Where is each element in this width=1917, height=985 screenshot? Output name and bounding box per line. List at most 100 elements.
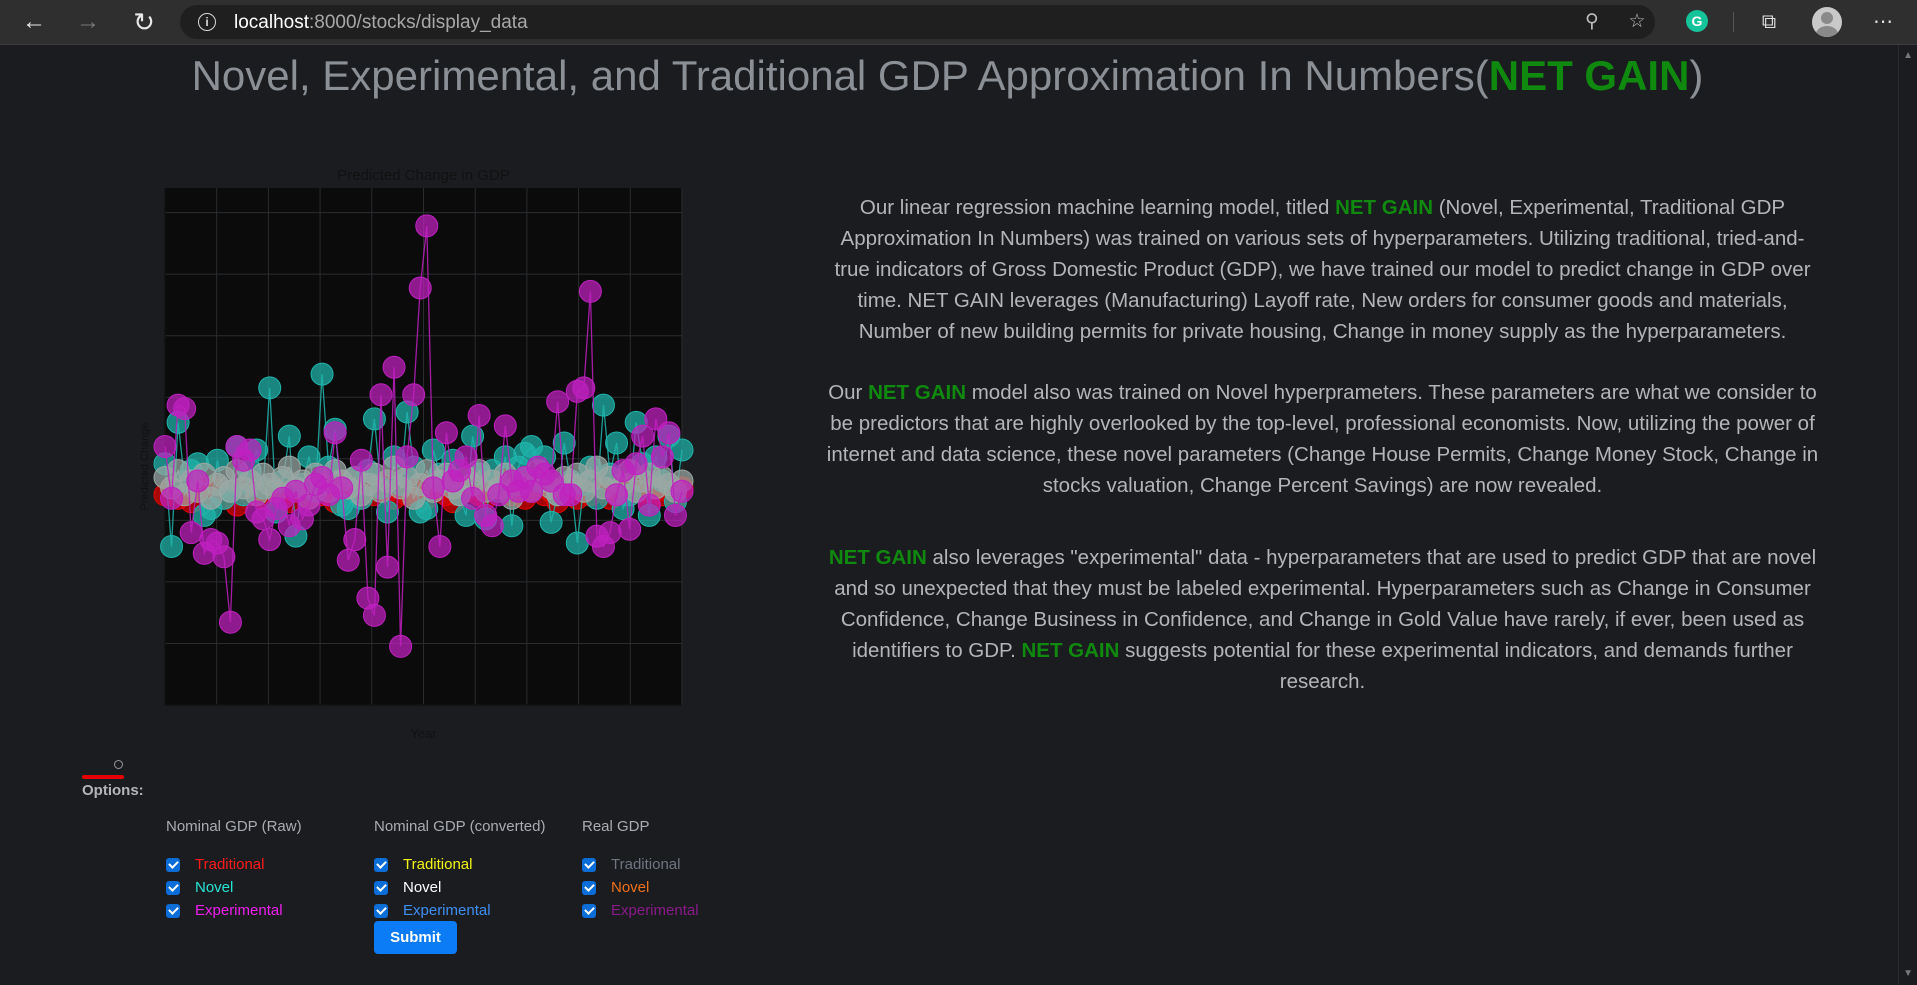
checkbox-checked-icon[interactable] bbox=[166, 880, 180, 895]
option-row[interactable]: Novel bbox=[374, 876, 545, 899]
option-row[interactable]: Traditional bbox=[374, 853, 545, 876]
data-point bbox=[297, 493, 321, 517]
p3-brand-1: NET GAIN bbox=[828, 546, 927, 569]
data-point bbox=[421, 476, 445, 500]
address-bar[interactable]: i localhost:8000/stocks/display_data ⚲ ☆ bbox=[180, 5, 1655, 39]
option-row[interactable]: Novel bbox=[582, 876, 699, 899]
checkbox-checked-icon[interactable] bbox=[582, 880, 596, 895]
legend-swatch bbox=[82, 758, 124, 780]
checkbox-checked-icon[interactable] bbox=[374, 903, 388, 918]
data-point bbox=[572, 376, 596, 400]
option-label[interactable]: Novel bbox=[403, 879, 442, 896]
checkbox-checked-icon[interactable] bbox=[166, 857, 180, 872]
p1-brand: NET GAIN bbox=[1335, 196, 1434, 219]
data-point bbox=[179, 521, 203, 545]
zoom-icon[interactable]: ⚲ bbox=[1585, 11, 1599, 32]
toolbar-divider bbox=[1733, 12, 1734, 32]
option-label[interactable]: Experimental bbox=[195, 902, 283, 919]
option-row[interactable]: Novel bbox=[166, 876, 302, 899]
data-point bbox=[454, 445, 478, 469]
data-point bbox=[389, 634, 413, 658]
p1-text-b: (Novel, Experimental, Traditional GDP Ap… bbox=[834, 196, 1811, 343]
scroll-up-icon[interactable]: ▲ bbox=[1903, 50, 1913, 61]
data-point bbox=[539, 510, 563, 534]
data-point bbox=[343, 528, 367, 552]
p2-text-a: Our bbox=[828, 381, 869, 404]
grammarly-extension-icon[interactable]: G bbox=[1686, 10, 1708, 32]
data-point bbox=[461, 486, 485, 510]
checkbox-checked-icon[interactable] bbox=[374, 880, 388, 895]
profile-avatar-icon[interactable] bbox=[1812, 7, 1842, 37]
gdp-chart: Predicted Change in GDP Year Predicted Cha… bbox=[95, 160, 695, 741]
site-info-icon[interactable]: i bbox=[198, 13, 216, 31]
data-point bbox=[369, 383, 393, 407]
p3-text-b: suggests potential for these experimenta… bbox=[1119, 639, 1793, 693]
reload-icon[interactable]: ↻ bbox=[133, 7, 155, 37]
title-prefix: Novel, Experimental, and Traditional GDP… bbox=[191, 52, 1489, 99]
url-path: :8000/stocks/display_data bbox=[309, 12, 528, 33]
data-point bbox=[650, 445, 674, 469]
browser-toolbar: ← → ↻ i localhost:8000/stocks/display_da… bbox=[0, 0, 1917, 45]
option-group-title: Real GDP bbox=[582, 818, 650, 835]
p1-text-a: Our linear regression machine learning m… bbox=[859, 196, 1336, 219]
page-title: Novel, Experimental, and Traditional GDP… bbox=[0, 52, 1895, 100]
data-point bbox=[160, 486, 184, 510]
data-point bbox=[376, 500, 400, 524]
data-point bbox=[578, 279, 602, 303]
option-group-1: Nominal GDP (converted) Traditional Novel E… bbox=[374, 818, 545, 922]
model-description: Our linear regression machine learning m… bbox=[825, 192, 1820, 697]
legend-line bbox=[82, 775, 124, 779]
option-group-title: Nominal GDP (Raw) bbox=[166, 818, 302, 835]
option-label[interactable]: Traditional bbox=[403, 856, 473, 873]
data-point bbox=[605, 431, 629, 455]
data-point bbox=[519, 479, 543, 503]
data-point bbox=[624, 452, 648, 476]
p3-brand-2: NET GAIN bbox=[1021, 639, 1120, 662]
data-point bbox=[493, 414, 517, 438]
option-row[interactable]: Experimental bbox=[166, 899, 302, 922]
data-point bbox=[663, 503, 687, 527]
data-point bbox=[218, 610, 242, 634]
option-label[interactable]: Experimental bbox=[403, 902, 491, 919]
data-point bbox=[467, 403, 491, 427]
data-point bbox=[160, 534, 184, 558]
favorite-star-icon[interactable]: ☆ bbox=[1628, 11, 1646, 32]
option-label[interactable]: Novel bbox=[195, 879, 234, 896]
option-group-title: Nominal GDP (converted) bbox=[374, 818, 546, 835]
data-point bbox=[631, 424, 655, 448]
option-label[interactable]: Traditional bbox=[611, 856, 681, 873]
option-label[interactable]: Experimental bbox=[611, 902, 699, 919]
option-row[interactable]: Traditional bbox=[166, 853, 302, 876]
forward-arrow-icon[interactable]: → bbox=[76, 8, 100, 35]
url-host: localhost bbox=[234, 12, 309, 33]
data-point bbox=[395, 445, 419, 469]
submit-button[interactable]: Submit bbox=[374, 921, 457, 954]
option-row[interactable]: Experimental bbox=[374, 899, 545, 922]
checkbox-checked-icon[interactable] bbox=[374, 857, 388, 872]
back-arrow-icon[interactable]: ← bbox=[22, 8, 46, 35]
data-point bbox=[598, 521, 622, 545]
data-point bbox=[637, 493, 661, 517]
data-point bbox=[546, 390, 570, 414]
url-text[interactable]: localhost:8000/stocks/display_data bbox=[234, 12, 528, 34]
page-scrollbar[interactable] bbox=[1898, 45, 1917, 985]
description-paragraph-1: Our linear regression machine learning m… bbox=[825, 192, 1820, 347]
option-group-0: Nominal GDP (Raw) Traditional Novel Experim… bbox=[166, 818, 302, 922]
checkbox-checked-icon[interactable] bbox=[166, 903, 180, 918]
collections-icon[interactable]: ⧉ bbox=[1761, 11, 1777, 33]
p2-text-b: model also was trained on Novel hyperpra… bbox=[826, 381, 1819, 497]
option-row[interactable]: Experimental bbox=[582, 899, 699, 922]
data-point bbox=[605, 483, 629, 507]
data-point bbox=[591, 393, 615, 417]
option-row[interactable]: Traditional bbox=[582, 853, 699, 876]
data-point bbox=[376, 555, 400, 579]
data-point bbox=[310, 362, 334, 386]
option-label[interactable]: Traditional bbox=[195, 856, 265, 873]
checkbox-checked-icon[interactable] bbox=[582, 857, 596, 872]
scroll-down-icon[interactable]: ▼ bbox=[1903, 968, 1913, 979]
checkbox-checked-icon[interactable] bbox=[582, 903, 596, 918]
data-point bbox=[349, 448, 373, 472]
data-point bbox=[186, 469, 210, 493]
more-menu-icon[interactable]: ⋯ bbox=[1873, 11, 1893, 33]
option-label[interactable]: Novel bbox=[611, 879, 650, 896]
